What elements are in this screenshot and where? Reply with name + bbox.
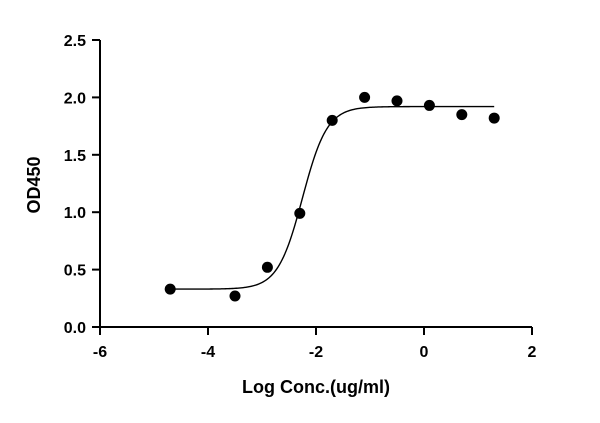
x-tick-label: 2 [528, 344, 537, 361]
data-point [261, 261, 273, 273]
data-point [423, 99, 435, 111]
y-tick-label: 2.0 [64, 90, 86, 107]
data-point [164, 283, 176, 295]
y-tick-label: 1.5 [64, 148, 86, 165]
y-axis-title: OD450 [24, 156, 44, 213]
data-point [391, 95, 403, 107]
data-point [456, 109, 468, 121]
data-points [164, 91, 500, 302]
data-point [294, 207, 306, 219]
y-axis: 0.0 0.5 1.0 1.5 2.0 2.5 [64, 33, 101, 337]
x-tick-label: 0 [420, 344, 429, 361]
fit-curve [170, 105, 495, 290]
data-point [229, 290, 241, 302]
y-tick-label: 0.0 [64, 320, 86, 337]
y-tick-label: 0.5 [64, 263, 86, 280]
x-tick-label: -4 [201, 344, 215, 361]
data-point [488, 112, 500, 124]
y-tick-label: 2.5 [64, 33, 86, 50]
data-point [359, 91, 371, 103]
x-tick-label: -2 [309, 344, 323, 361]
x-tick-label: -6 [93, 344, 107, 361]
y-tick-label: 1.0 [64, 205, 86, 222]
x-axis: -6 -4 -2 0 2 [93, 326, 537, 361]
x-axis-title: Log Conc.(ug/ml) [242, 377, 390, 397]
data-point [326, 114, 338, 126]
